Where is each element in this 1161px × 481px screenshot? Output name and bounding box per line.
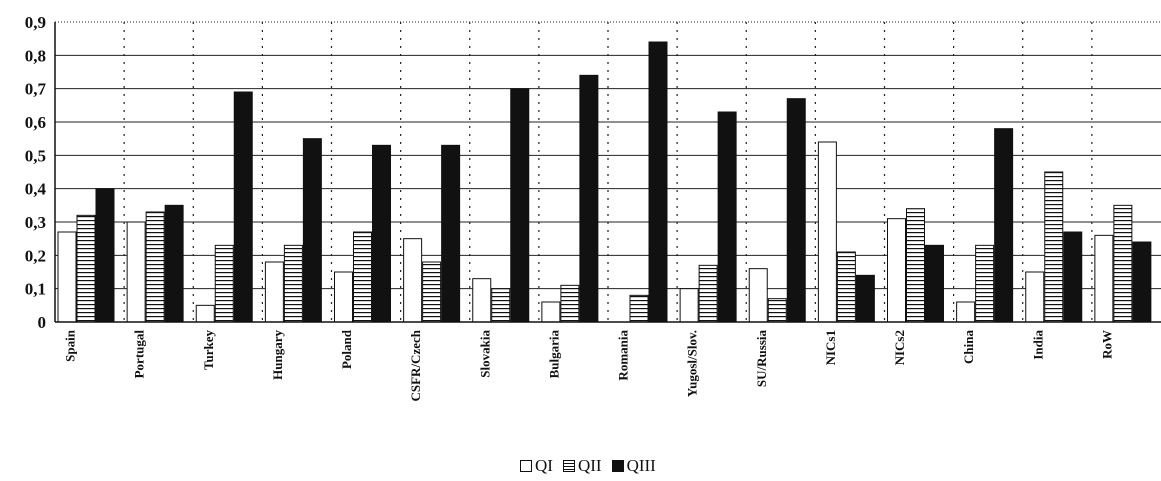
x-tick-label: NICs1 [823,330,838,365]
bar-qiii-turkey [233,91,253,323]
y-tick-label: 0,4 [25,180,47,199]
bar-qiii-su-russia [786,98,806,323]
x-tick-label: Spain [63,329,78,362]
bar-qii-yugosl-slov- [698,264,718,323]
x-tick-label: Turkey [201,330,216,370]
legend-swatch-qii [562,460,575,472]
y-tick-label: 0,6 [25,113,46,132]
legend-label-qii: QII [577,456,602,475]
bar-qii-china [975,244,995,323]
bar-qii-nics2 [906,208,925,323]
axes [54,22,1161,323]
bar-qii-portugal [145,211,165,323]
legend-label-qiii: QIII [626,456,656,475]
bar-qi-turkey [195,304,215,323]
bar-qiii-nics2 [925,244,944,323]
bar-qiii-nics1 [855,274,875,323]
legend-item-qii: QII [562,456,602,476]
legend-swatch-qiii [611,460,624,472]
legend-item-qi: QI [520,456,553,476]
bar-qiii-hungary [302,138,322,323]
bar-qi-nics1 [817,141,837,323]
x-tick-label: Poland [339,329,354,369]
legend: QI QII QIII [520,456,656,476]
x-tick-label: RoW [1099,330,1114,359]
bar-qii-india [1044,171,1064,323]
bar-qiii-yugosl-slov- [717,111,737,323]
y-tick-label: 0,3 [25,213,46,232]
bar-qi-hungary [264,261,284,323]
bar-qiii-spain [95,188,115,323]
y-tick-label: 0,9 [25,13,46,32]
bar-qiii-row [1132,241,1152,323]
bar-qii-slovakia [491,288,511,323]
x-tick-label: Romania [616,330,631,381]
bar-qiii-china [994,128,1014,323]
x-tick-label: CSFR/Czech [408,329,423,401]
bar-qi-india [1025,271,1045,323]
bar-qii-hungary [283,244,303,323]
x-tick-label: Portugal [132,330,147,379]
bar-qiii-csfr-czech [441,144,461,323]
bar-qi-spain [57,231,77,323]
bar-qiii-poland [372,144,391,323]
x-tick-label: NICs2 [892,330,907,365]
x-tick-label: China [961,330,976,364]
bar-qiii-romania [648,41,668,323]
bar-qi-csfr-czech [403,238,423,323]
bar-qi-nics2 [887,218,906,323]
y-tick-label: 0 [38,313,47,332]
bar-qii-row [1113,204,1133,323]
bar-qiii-portugal [164,204,184,323]
bar-qii-su-russia [767,298,787,323]
bars [57,41,1152,323]
bar-qi-yugosl-slov- [679,288,699,323]
bar-qiii-india [1063,231,1083,323]
y-tick-label: 0,8 [25,46,46,65]
y-tick-label: 0,7 [25,80,47,99]
bar-qi-china [956,301,976,323]
y-tick-label: 0,2 [25,246,46,265]
x-tick-label: Yugosl/Slov. [685,330,700,397]
bar-qi-poland [334,271,353,323]
bar-qii-romania [629,294,649,323]
x-tick-label: India [1030,330,1045,360]
bar-qi-su-russia [748,268,768,323]
x-tick-label: Bulgaria [546,330,561,379]
bar-qii-bulgaria [560,284,580,323]
bar-qi-portugal [126,221,146,323]
bar-qi-slovakia [472,278,492,323]
tick-labels: 0 0,1 0,2 0,3 0,4 0,5 0,6 0,7 0,8 0,9 Spain Portuga… [25,13,1115,402]
bar-qi-bulgaria [541,301,561,323]
bar-qi-row [1094,234,1114,323]
bar-qiii-bulgaria [579,74,599,323]
legend-item-qiii: QIII [611,456,656,476]
bar-qii-nics1 [836,251,856,323]
legend-label-qi: QI [535,456,553,475]
x-tick-label: Hungary [270,330,285,380]
bar-qii-poland [353,231,372,323]
y-tick-label: 0,5 [25,146,46,165]
legend-swatch-qi [520,460,532,472]
bar-qii-csfr-czech [422,261,442,323]
y-tick-label: 0,1 [25,280,46,299]
bar-qiii-slovakia [510,88,530,323]
bar-qii-turkey [214,244,234,323]
x-tick-label: Slovakia [477,330,492,378]
bar-qii-spain [76,214,96,323]
x-tick-label: SU/Russia [754,330,769,388]
